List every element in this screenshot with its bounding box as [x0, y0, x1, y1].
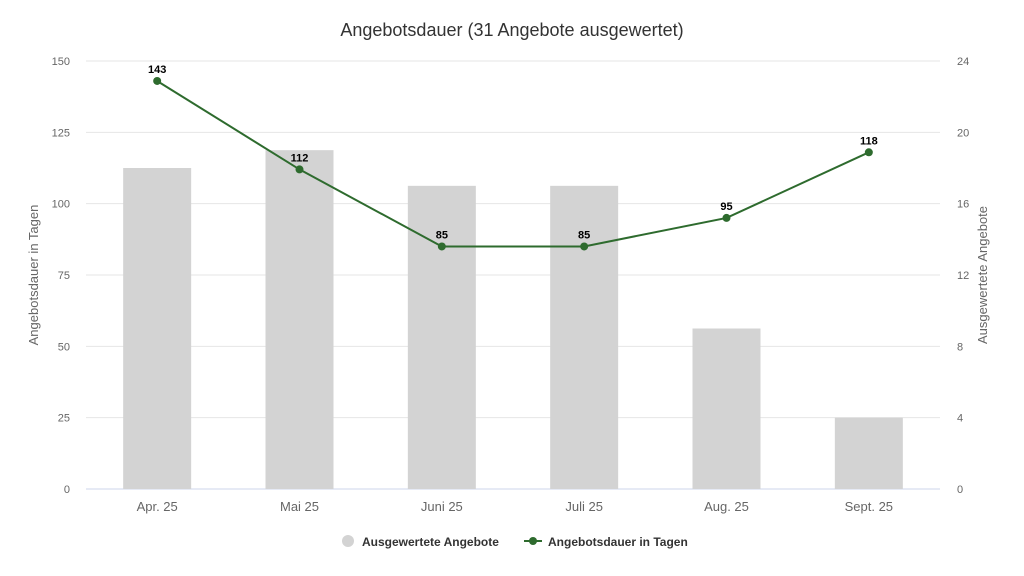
data-label: 95	[720, 201, 732, 213]
x-axis-ticks: Apr. 25 Mai 25 Juni 25 Juli 25 Aug. 25 Sept. …	[137, 499, 893, 514]
x-tick-label: Sept. 25	[845, 499, 893, 514]
legend-item-angebotsdauer[interactable]: Angebotsdauer in Tagen	[524, 535, 688, 549]
bar[interactable]	[123, 168, 192, 489]
data-label: 112	[291, 152, 309, 164]
right-tick-label: 4	[957, 413, 963, 425]
line-point[interactable]	[153, 76, 162, 85]
right-tick-label: 24	[957, 56, 969, 68]
x-tick-label: Juli 25	[565, 499, 603, 514]
legend: Ausgewertete Angebote Angebotsdauer in T…	[342, 535, 688, 549]
bar[interactable]	[265, 150, 334, 489]
bar-series-ausgewertete-angebote	[123, 150, 903, 490]
bar[interactable]	[692, 328, 761, 490]
line-path	[156, 80, 870, 248]
bar[interactable]	[550, 185, 619, 490]
line-point[interactable]	[722, 213, 731, 222]
left-tick-label: 75	[58, 270, 70, 282]
left-tick-label: 150	[52, 56, 70, 68]
data-label: 143	[148, 64, 166, 76]
right-tick-label: 0	[957, 484, 963, 496]
legend-line-dot-icon	[529, 537, 537, 545]
line-point[interactable]	[580, 242, 589, 251]
data-label: 85	[578, 229, 590, 241]
legend-bar-marker-icon	[342, 535, 354, 547]
bar[interactable]	[407, 185, 476, 490]
right-tick-label: 16	[957, 199, 969, 211]
chart-title: Angebotsdauer (31 Angebote ausgewertet)	[340, 20, 683, 40]
data-label: 118	[860, 135, 878, 147]
right-tick-label: 8	[957, 341, 963, 353]
left-tick-label: 125	[52, 127, 70, 139]
gridlines	[86, 60, 940, 490]
x-tick-label: Aug. 25	[704, 499, 749, 514]
left-tick-label: 50	[58, 341, 70, 353]
right-tick-label: 20	[957, 127, 969, 139]
left-tick-label: 0	[64, 484, 70, 496]
line-point[interactable]	[295, 165, 304, 174]
x-tick-label: Apr. 25	[137, 499, 178, 514]
right-axis-title: Ausgewertete Angebote	[975, 206, 990, 344]
bar[interactable]	[834, 417, 903, 489]
legend-label-bars: Ausgewertete Angebote	[362, 535, 499, 549]
left-axis-ticks: 0 25 50 75 100 125 150	[52, 56, 70, 496]
data-label: 85	[436, 229, 448, 241]
line-point[interactable]	[437, 242, 446, 251]
left-axis-title: Angebotsdauer in Tagen	[26, 205, 41, 346]
x-tick-label: Juni 25	[421, 499, 463, 514]
line-series-angebotsdauer: 143 112 85 85 95 118	[148, 64, 878, 251]
legend-item-ausgewertete-angebote[interactable]: Ausgewertete Angebote	[342, 535, 499, 549]
left-tick-label: 100	[52, 199, 70, 211]
x-tick-label: Mai 25	[280, 499, 319, 514]
right-axis-ticks: 0 4 8 12 16 20 24	[957, 56, 969, 496]
right-tick-label: 12	[957, 270, 969, 282]
line-point[interactable]	[864, 148, 873, 157]
legend-label-line: Angebotsdauer in Tagen	[548, 535, 688, 549]
left-tick-label: 25	[58, 413, 70, 425]
